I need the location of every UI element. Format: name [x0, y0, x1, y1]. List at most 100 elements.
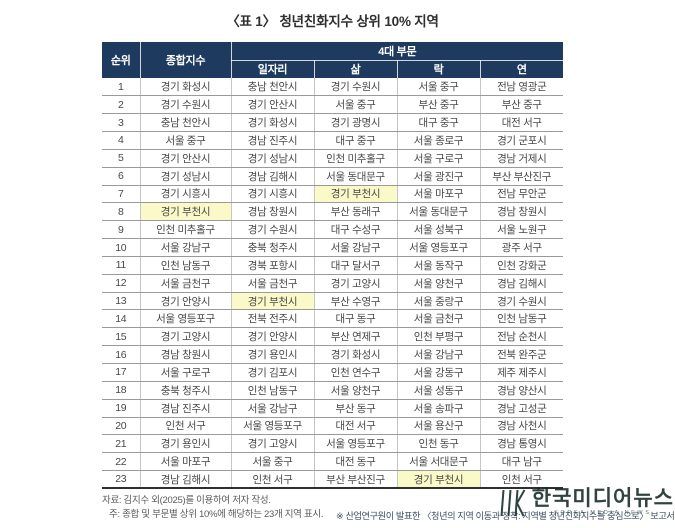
- region-cell: 충북 청주시: [139, 381, 231, 400]
- table-body: 1 경기 화성시 충남 천안시 경기 수원시 서울 중구 전남 영광군 2 경기 수원시 경기 …: [102, 78, 564, 490]
- region-cell: 경기 김포시: [230, 363, 314, 382]
- region-cell: 부산 수영구: [313, 292, 397, 311]
- region-cell: 경기 수원시: [139, 95, 231, 115]
- region-cell: 서울 중구: [313, 95, 397, 115]
- region-cell: 경기 광명시: [313, 113, 397, 133]
- youth-index-ranking-table: 순위 종합지수 4대 부문 일자리 삶 락 연 1 경기 화성시 충남 천안시 경기 …: [102, 42, 564, 490]
- region-cell: 전북 전주시: [230, 309, 314, 329]
- region-cell: 경기 고양시: [313, 274, 397, 293]
- region-cell: 경남 창원시: [230, 202, 314, 222]
- region-cell: 서울 영등포구: [396, 238, 480, 257]
- table-row: 13 경기 안양시 경기 부천시 부산 수영구 서울 중랑구 경기 수원시: [102, 292, 564, 311]
- rank-cell: 13: [102, 292, 140, 311]
- region-cell: 대전 서구: [313, 417, 397, 436]
- table-row: 1 경기 화성시 충남 천안시 경기 수원시 서울 중구 전남 영광군: [102, 78, 564, 97]
- rank-cell: 16: [102, 345, 140, 364]
- rank-cell: 3: [102, 113, 140, 133]
- region-cell: 경기 부천시: [396, 470, 480, 490]
- region-cell: 인천 남동구: [230, 381, 314, 400]
- table-title-wrap: 〈표 1〉 청년친화지수 상위 10% 지역: [102, 10, 563, 31]
- source-note: 자료: 김지수 외(2025)를 이용하여 저자 작성.: [102, 495, 271, 506]
- table-title: 〈표 1〉 청년친화지수 상위 10% 지역: [226, 14, 439, 29]
- region-cell: 서울 중구: [396, 78, 480, 97]
- region-cell: 인천 연수구: [313, 363, 397, 382]
- region-cell: 서울 강남구: [230, 399, 314, 418]
- region-cell: 부산 부산진구: [479, 167, 564, 186]
- table-row: 2 경기 수원시 경기 안산시 서울 중구 부산 중구 부산 중구: [102, 95, 564, 115]
- region-cell: 경기 성남시: [230, 149, 314, 168]
- rank-cell: 6: [102, 167, 140, 186]
- watermark-text: 한국미디어뉴스: [531, 487, 674, 510]
- region-cell: 인천 서구: [479, 470, 564, 490]
- region-cell: 부산 동구: [313, 399, 397, 418]
- table-row: 22 서울 마포구 서울 중구 대전 동구 서울 서대문구 대구 남구: [102, 452, 564, 472]
- rank-cell: 9: [102, 220, 140, 240]
- region-cell: 서울 영등포구: [230, 417, 314, 436]
- region-cell: 서울 마포구: [139, 452, 231, 472]
- table-row: 18 충북 청주시 인천 남동구 서울 양천구 서울 성동구 경남 양산시: [102, 381, 564, 400]
- table-row: 14 서울 영등포구 전북 전주시 대구 동구 서울 금천구 인천 남동구: [102, 309, 564, 329]
- region-cell: 서울 양천구: [396, 274, 480, 293]
- rank-cell: 8: [102, 202, 140, 222]
- rank-cell: 1: [102, 78, 140, 97]
- region-cell: 경기 안산시: [139, 149, 231, 168]
- col-header-rank: 순위: [102, 42, 140, 78]
- region-cell: 경남 진주시: [230, 131, 314, 150]
- region-cell: 경기 부천시: [139, 202, 231, 222]
- region-cell: 서울 구로구: [139, 363, 231, 382]
- col-header-jobs: 일자리: [230, 60, 314, 78]
- region-cell: 서울 강남구: [139, 238, 231, 257]
- region-cell: 경남 고성군: [479, 399, 564, 418]
- rank-cell: 5: [102, 149, 140, 168]
- region-cell: 대구 동구: [313, 309, 397, 329]
- region-cell: 서울 금천구: [396, 309, 480, 329]
- table-row: 20 인천 서구 서울 영등포구 대전 서구 서울 용산구 경남 사천시: [102, 417, 564, 436]
- table-row: 11 인천 남동구 경북 포항시 대구 달서구 서울 동작구 인천 강화군: [102, 256, 564, 275]
- region-cell: 대구 남구: [479, 452, 564, 472]
- region-cell: 경기 시흥시: [139, 185, 231, 204]
- region-cell: 경기 고양시: [230, 434, 314, 454]
- region-cell: 서울 중구: [139, 131, 231, 150]
- region-cell: 경기 부천시: [313, 185, 397, 204]
- rank-cell: 22: [102, 452, 140, 472]
- rank-cell: 11: [102, 256, 140, 275]
- region-cell: 경기 부천시: [230, 292, 314, 311]
- region-cell: 서울 금천구: [139, 274, 231, 293]
- region-cell: 서울 구로구: [396, 149, 480, 168]
- region-cell: 서울 종로구: [396, 131, 480, 150]
- region-cell: 서울 동대문구: [396, 202, 480, 222]
- region-cell: 경기 수원시: [313, 78, 397, 97]
- region-cell: 광주 서구: [479, 238, 564, 257]
- region-cell: 제주 제주시: [479, 363, 564, 382]
- region-cell: 서울 성동구: [396, 381, 480, 400]
- region-cell: 경남 진주시: [139, 399, 231, 418]
- table-row: 15 경기 고양시 경기 안양시 부산 연제구 인천 부평구 전남 순천시: [102, 327, 564, 347]
- region-cell: 대구 수성구: [313, 220, 397, 240]
- rank-cell: 2: [102, 95, 140, 115]
- region-cell: 인천 남동구: [139, 256, 231, 275]
- region-cell: 서울 노원구: [479, 220, 564, 240]
- region-cell: 대구 달서구: [313, 256, 397, 275]
- region-cell: 경북 포항시: [230, 256, 314, 275]
- footnotes-left: 자료: 김지수 외(2025)를 이용하여 저자 작성. 주: 종합 및 부문별…: [102, 494, 323, 522]
- region-cell: 부산 중구: [396, 95, 480, 115]
- rank-cell: 20: [102, 417, 140, 436]
- region-cell: 서울 영등포구: [139, 309, 231, 329]
- region-cell: 인천 미추홀구: [313, 149, 397, 168]
- table-row: 5 경기 안산시 경기 성남시 인천 미추홀구 서울 구로구 경남 거제시: [102, 149, 564, 168]
- table-row: 8 경기 부천시 경남 창원시 부산 동래구 서울 동대문구 경남 창원시: [102, 202, 564, 222]
- region-cell: 부산 동래구: [313, 202, 397, 222]
- region-cell: 서울 송파구: [396, 399, 480, 418]
- col-header-life: 삶: [313, 60, 397, 78]
- region-cell: 서울 금천구: [230, 274, 314, 293]
- table-row: 6 경기 성남시 경남 김해시 서울 동대문구 서울 광진구 부산 부산진구: [102, 167, 564, 186]
- table-row: 19 경남 진주시 서울 강남구 부산 동구 서울 송파구 경남 고성군: [102, 399, 564, 418]
- region-cell: 경기 고양시: [139, 327, 231, 347]
- table-row: 4 서울 중구 경남 진주시 대구 중구 서울 종로구 경기 군포시: [102, 131, 564, 150]
- region-cell: 서울 동대문구: [313, 167, 397, 186]
- report-reference-note: ※ 산업연구원이 발표한 〈청년의 지역 이동과 정착: 지역별 청년친화지수를…: [336, 511, 675, 521]
- region-cell: 경기 화성시: [230, 113, 314, 133]
- region-cell: 서울 광진구: [396, 167, 480, 186]
- rank-cell: 23: [102, 470, 140, 490]
